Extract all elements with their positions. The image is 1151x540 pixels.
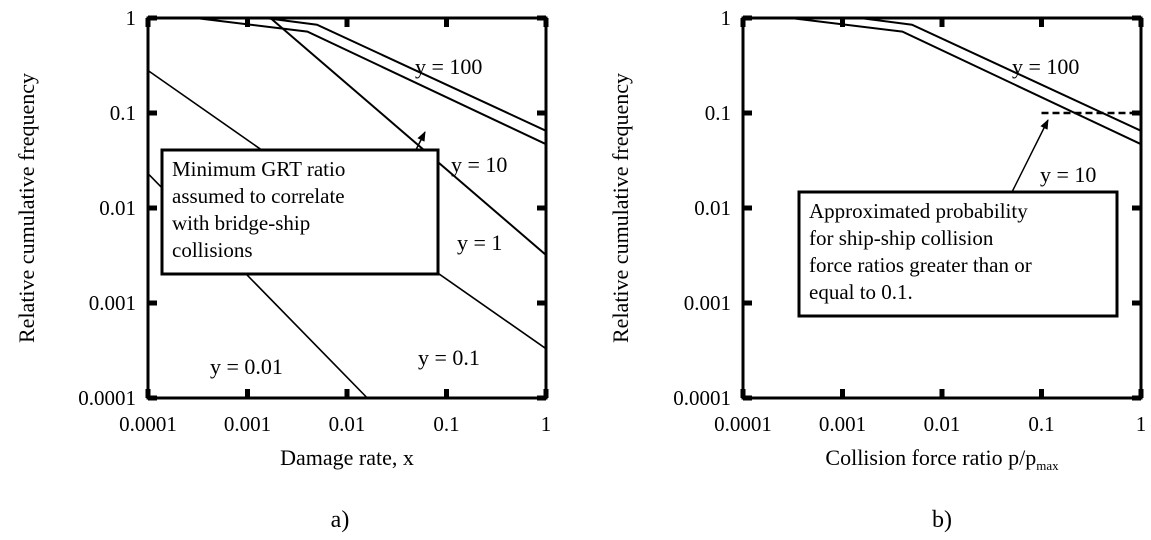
panel-a-annotation-line-4: collisions	[172, 238, 253, 262]
panel-a-label: a)	[331, 507, 350, 533]
panel-a-ticks-group: 0.0001 0.001 0.01 0.1 1 0.0001 0.001 0.01 0.1 1	[78, 6, 551, 436]
panel-a-series-y-1	[269, 17, 547, 256]
panel-b-x-axis-title: Collision force ratio p/pmax	[825, 445, 1059, 473]
panel-a-curve-label-y0-1: y = 0.1	[418, 345, 480, 370]
panel-a-y-axis-title: Relative cumulative frequency	[14, 73, 39, 343]
panel-b-annotation-line-2: for ship-ship collision	[809, 226, 994, 250]
panel-b-x-tick-label: 0.1	[1028, 412, 1054, 436]
panel-b-curve-label-y10: y = 10	[1040, 162, 1096, 187]
panel-b-y-tick-label: 0.001	[684, 291, 731, 315]
panel-b-y-tick-label: 0.0001	[673, 386, 731, 410]
panel-a-y-tick-label: 0.0001	[78, 386, 136, 410]
panel-b-y-axis-title: Relative cumulative frequency	[608, 73, 633, 343]
panel-b-ticks-group: 0.0001 0.001 0.01 0.1 1 0.0001 0.001 0.01 0.1 1	[673, 6, 1146, 436]
panel-b-series-y-100	[859, 17, 1142, 132]
panel-b-x-axis-title-main: Collision force ratio p/p	[825, 445, 1036, 470]
panel-b-annotation-line-3: force ratios greater than or	[809, 253, 1032, 277]
panel-a-x-tick-label: 0.01	[329, 412, 366, 436]
panel-b-y-tick-label: 0.1	[705, 101, 731, 125]
panel-b-x-tick-label: 0.001	[819, 412, 866, 436]
panel-b-y-tick-label: 1	[721, 6, 732, 30]
panel-b-x-axis-title-subscript: max	[1036, 458, 1059, 473]
panel-b-x-tick-label: 1	[1136, 412, 1147, 436]
panel-b-label: b)	[932, 507, 952, 533]
panel-a-x-tick-label: 0.001	[224, 412, 271, 436]
panel-b-x-tick-label: 0.0001	[714, 412, 772, 436]
panel-a-curve-label-y0-01: y = 0.01	[210, 354, 283, 379]
panel-a: 0.0001 0.001 0.01 0.1 1 0.0001 0.001 0.01 0.1 1 y…	[14, 6, 551, 533]
panel-a-series-y-100	[264, 17, 547, 132]
panel-a-x-tick-label: 1	[541, 412, 552, 436]
panel-b-annotation-line-1: Approximated probability	[809, 199, 1028, 223]
panel-a-x-axis-title: Damage rate, x	[280, 445, 414, 470]
panel-a-annotation-box	[160, 148, 440, 276]
panel-b-series-y-10	[790, 17, 1142, 146]
panel-a-x-tick-label: 0.1	[433, 412, 459, 436]
panel-a-y-tick-label: 0.001	[89, 291, 136, 315]
panel-a-x-tick-label: 0.0001	[119, 412, 177, 436]
panel-b: 0.0001 0.001 0.01 0.1 1 0.0001 0.001 0.01 0.1 1 y…	[608, 6, 1146, 533]
panel-a-curve-label-y10: y = 10	[451, 152, 507, 177]
panel-a-annotation-line-1: Minimum GRT ratio	[172, 157, 345, 181]
panel-a-annotation-line-3: with bridge-ship	[172, 211, 310, 235]
panel-a-curve-label-y1: y = 1	[457, 230, 502, 255]
panel-b-annotation-line-4: equal to 0.1.	[809, 280, 913, 304]
panel-b-x-tick-label: 0.01	[924, 412, 961, 436]
panel-b-annotation-arrow	[1007, 119, 1049, 201]
panel-b-annotation-box	[797, 190, 1119, 318]
panel-b-y-tick-label: 0.01	[694, 196, 731, 220]
panel-b-series-group	[790, 17, 1142, 146]
panel-a-annotation-line-2: assumed to correlate	[172, 184, 345, 208]
panel-a-y-tick-label: 0.1	[110, 101, 136, 125]
panel-b-curve-label-y100: y = 100	[1012, 54, 1079, 79]
panel-a-y-tick-label: 1	[126, 6, 137, 30]
panel-a-y-tick-label: 0.01	[99, 196, 136, 220]
panel-a-curve-label-y100: y = 100	[415, 54, 482, 79]
panel-a-series-y-10	[195, 17, 547, 146]
